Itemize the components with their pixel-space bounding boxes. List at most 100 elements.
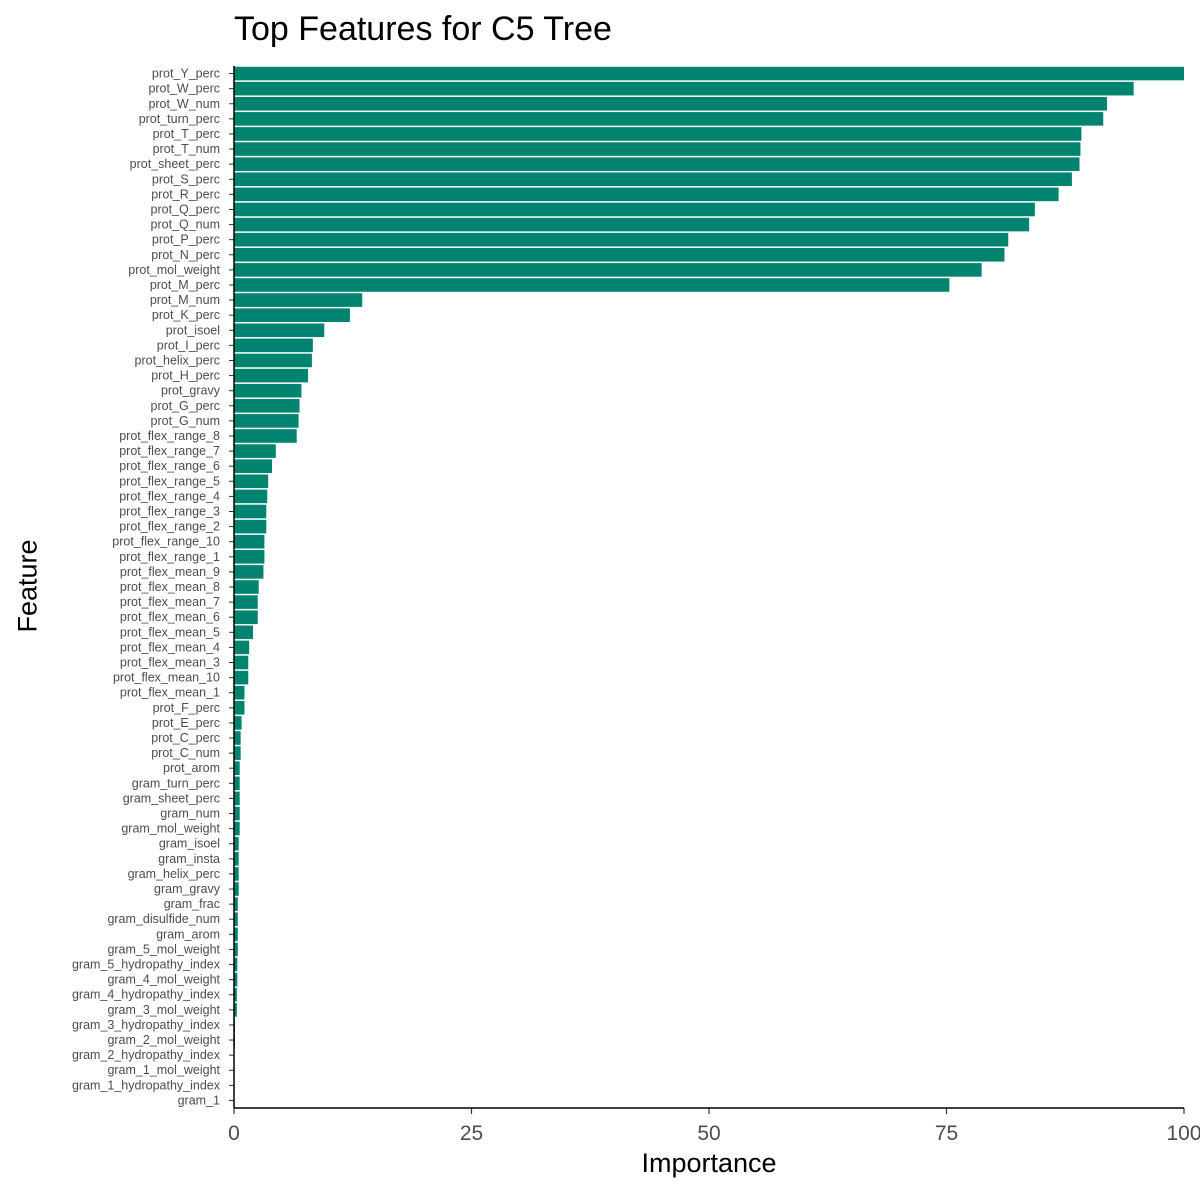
y-tick-label: prot_flex_range_3 [119, 504, 220, 518]
y-tick-label: prot_P_perc [152, 233, 220, 247]
bar-gram_5_mol_weight [234, 942, 238, 957]
y-tick-label: prot_M_num [150, 293, 220, 307]
y-tick-label: gram_mol_weight [121, 822, 220, 836]
bar-prot_isoel [234, 323, 325, 338]
y-tick-label: prot_R_perc [151, 187, 220, 201]
y-tick-label: gram_gravy [154, 882, 221, 896]
y-tick-label: prot_flex_range_5 [119, 474, 220, 488]
y-tick-label: gram_1_mol_weight [107, 1063, 220, 1077]
y-tick-label: gram_5_mol_weight [107, 942, 220, 956]
x-ticks: 0 25 50 75 100 [228, 1108, 1200, 1145]
bar-prot_C_perc [234, 731, 241, 745]
bar-prot_K_perc [234, 308, 350, 322]
bar-prot_flex_mean_5 [234, 625, 253, 640]
y-tick-label: gram_2_mol_weight [107, 1033, 220, 1047]
y-tick-label: gram_1_hydropathy_index [72, 1078, 221, 1092]
bar-prot_R_perc [234, 187, 1059, 202]
bar-prot_flex_range_6 [234, 459, 272, 473]
bar-gram_mol_weight [234, 821, 240, 836]
bar-gram_3_mol_weight [234, 1003, 237, 1017]
bar-prot_Y_perc [234, 66, 1184, 81]
y-tick-label: gram_3_mol_weight [107, 1003, 220, 1017]
y-tick-label: prot_G_num [151, 414, 220, 428]
bar-prot_flex_range_3 [234, 504, 267, 519]
bar-prot_flex_mean_9 [234, 565, 264, 579]
bar-prot_I_perc [234, 338, 313, 353]
bar-prot_flex_mean_3 [234, 655, 249, 670]
y-tick-label: prot_flex_range_1 [119, 550, 220, 564]
y-tick-label: prot_helix_perc [135, 353, 220, 367]
bar-prot_flex_range_7 [234, 444, 276, 458]
y-tick-label: prot_flex_mean_10 [113, 671, 220, 685]
y-tick-labels: prot_Y_percprot_W_percprot_W_numprot_tur… [72, 67, 221, 1108]
bar-gram_turn_perc [234, 776, 240, 791]
y-tick-label: gram_isoel [159, 837, 220, 851]
bar-prot_N_perc [234, 247, 1005, 262]
x-tick-label: 50 [697, 1122, 720, 1145]
bar-prot_flex_range_1 [234, 550, 265, 564]
y-tick-label: prot_flex_mean_1 [120, 686, 220, 700]
x-tick-label: 0 [228, 1122, 240, 1145]
chart-title: Top Features for C5 Tree [234, 10, 612, 48]
bar-prot_G_num [234, 414, 299, 428]
bar-prot_flex_mean_4 [234, 640, 250, 655]
y-tick-label: prot_G_perc [151, 399, 220, 413]
y-tick-label: gram_insta [158, 852, 220, 866]
bar-prot_sheet_perc [234, 157, 1080, 171]
bar-prot_flex_range_5 [234, 474, 269, 489]
bar-prot_helix_perc [234, 353, 312, 368]
y-tick-label: prot_N_perc [151, 248, 220, 262]
bar-prot_Q_num [234, 217, 1030, 232]
y-tick-label: prot_gravy [161, 384, 221, 398]
bar-gram_4_mol_weight [234, 972, 238, 987]
bar-prot_M_perc [234, 278, 950, 292]
y-tick-label: prot_C_num [151, 746, 220, 760]
bar-prot_C_num [234, 746, 241, 760]
bar-prot_turn_perc [234, 112, 1104, 126]
bar-gram_disulfide_num [234, 912, 238, 927]
y-tick-label: prot_mol_weight [128, 263, 220, 277]
bar-prot_flex_mean_8 [234, 580, 259, 594]
bar-prot_W_num [234, 96, 1108, 111]
bar-prot_mol_weight [234, 263, 982, 277]
y-tick-label: prot_M_perc [150, 278, 220, 292]
y-tick-label: prot_flex_mean_7 [120, 595, 220, 609]
y-tick-label: prot_turn_perc [139, 112, 220, 126]
bar-gram_frac [234, 897, 238, 911]
x-tick-label: 25 [460, 1122, 483, 1145]
y-tick-label: prot_C_perc [151, 731, 220, 745]
y-tick-label: prot_flex_mean_6 [120, 610, 220, 624]
bar-prot_M_num [234, 293, 363, 307]
y-tick-label: gram_2_hydropathy_index [72, 1048, 221, 1062]
bar-gram_gravy [234, 882, 239, 896]
bar-prot_F_perc [234, 701, 245, 715]
y-tick-label: prot_E_perc [152, 716, 220, 730]
bar-prot_flex_range_10 [234, 534, 265, 549]
y-tick-label: prot_flex_range_2 [119, 520, 220, 534]
y-tick-label: prot_arom [163, 761, 220, 775]
bar-prot_flex_mean_10 [234, 670, 249, 685]
bar-prot_T_num [234, 142, 1081, 156]
y-tick-label: prot_flex_mean_5 [120, 625, 220, 639]
bar-prot_W_perc [234, 81, 1134, 96]
bar-prot_flex_range_8 [234, 429, 297, 443]
y-tick-label: gram_helix_perc [128, 867, 220, 881]
bar-gram_5_hydropathy_index [234, 957, 238, 972]
bar-prot_flex_range_4 [234, 489, 268, 504]
bar-gram_sheet_perc [234, 791, 240, 806]
bar-gram_arom [234, 927, 238, 942]
bars-group [234, 66, 1184, 1093]
y-tick-label: prot_flex_mean_8 [120, 580, 220, 594]
y-tick-label: prot_T_num [153, 142, 220, 156]
y-tick-label: gram_3_hydropathy_index [72, 1018, 221, 1032]
x-axis-title: Importance [641, 1148, 777, 1178]
x-tick-label: 75 [935, 1122, 958, 1145]
y-tick-label: prot_flex_range_8 [119, 429, 220, 443]
bar-gram_4_hydropathy_index [234, 987, 237, 1002]
bar-prot_flex_mean_7 [234, 595, 258, 609]
y-tick-label: prot_W_perc [148, 82, 220, 96]
bar-prot_T_perc [234, 127, 1082, 141]
bar-prot_E_perc [234, 716, 242, 730]
y-tick-label: gram_num [160, 807, 220, 821]
y-tick-label: prot_flex_mean_3 [120, 656, 220, 670]
